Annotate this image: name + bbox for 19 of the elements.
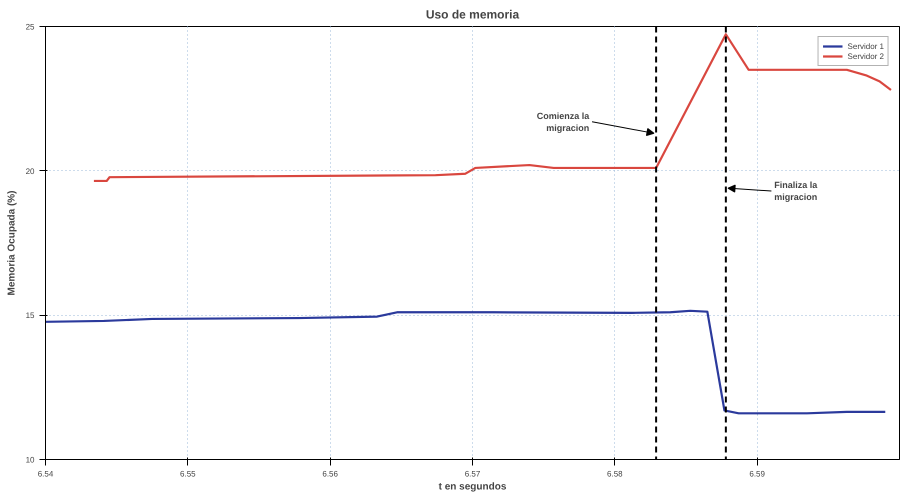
y-tick-label: 10 bbox=[26, 456, 36, 464]
x-tick-label: 6.56 bbox=[322, 470, 339, 478]
x-tick-label: 6.59 bbox=[749, 470, 766, 478]
line-series bbox=[46, 310, 886, 414]
x-tick-label: 6.57 bbox=[464, 470, 481, 478]
y-axis-title: Memoria Ocupada (%) bbox=[6, 190, 18, 296]
x-tick-label: 6.55 bbox=[180, 470, 196, 478]
y-tick-label: 15 bbox=[26, 311, 36, 320]
y-tick-label: 20 bbox=[26, 166, 36, 176]
line-series bbox=[92, 33, 892, 182]
legend-label: Servidor 1 bbox=[848, 42, 884, 50]
chart-title: Uso de memoria bbox=[426, 8, 520, 22]
legend-label: Servidor 2 bbox=[848, 52, 884, 60]
x-tick-label: 6.54 bbox=[38, 470, 54, 478]
y-tick-label: 25 bbox=[26, 22, 36, 32]
annotation: Finaliza la migracion bbox=[774, 180, 818, 202]
x-axis-title: t en segundos bbox=[438, 482, 507, 492]
x-tick-label: 6.58 bbox=[607, 470, 624, 478]
annotation: Comienza la migracion bbox=[536, 110, 590, 133]
